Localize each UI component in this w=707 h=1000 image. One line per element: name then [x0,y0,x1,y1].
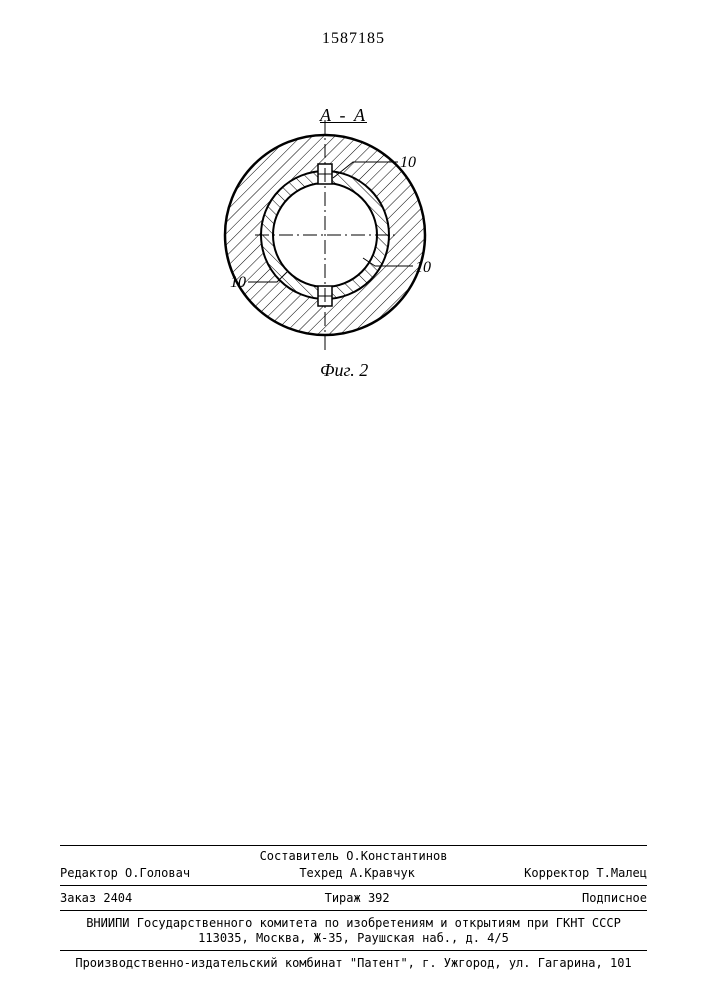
tirazh: Тираж 392 [325,891,390,905]
callout-10-b: 10 [415,259,431,276]
publisher-info: Производственно-издательский комбинат "П… [60,954,647,970]
figure-caption: Фиг. 2 [320,360,368,381]
org-name: ВНИИПИ Государственного комитета по изоб… [60,916,647,932]
compiler-credit: Составитель О.Константинов [60,849,647,864]
footer-block: Составитель О.Константинов Редактор О.Го… [60,842,647,970]
cross-section-diagram: 10 10 10 [215,120,495,350]
patent-number: 1587185 [0,30,707,48]
corrector-credit: Корректор Т.Малец [524,866,647,880]
org-address: 113035, Москва, Ж-35, Раушская наб., д. … [60,931,647,947]
podpisnoe: Подписное [582,891,647,905]
order-number: Заказ 2404 [60,891,132,905]
callout-10-a: 10 [400,154,416,171]
callout-10-c: 10 [230,274,246,291]
techred-credit: Техред А.Кравчук [299,866,415,880]
editor-credit: Редактор О.Головач [60,866,190,880]
